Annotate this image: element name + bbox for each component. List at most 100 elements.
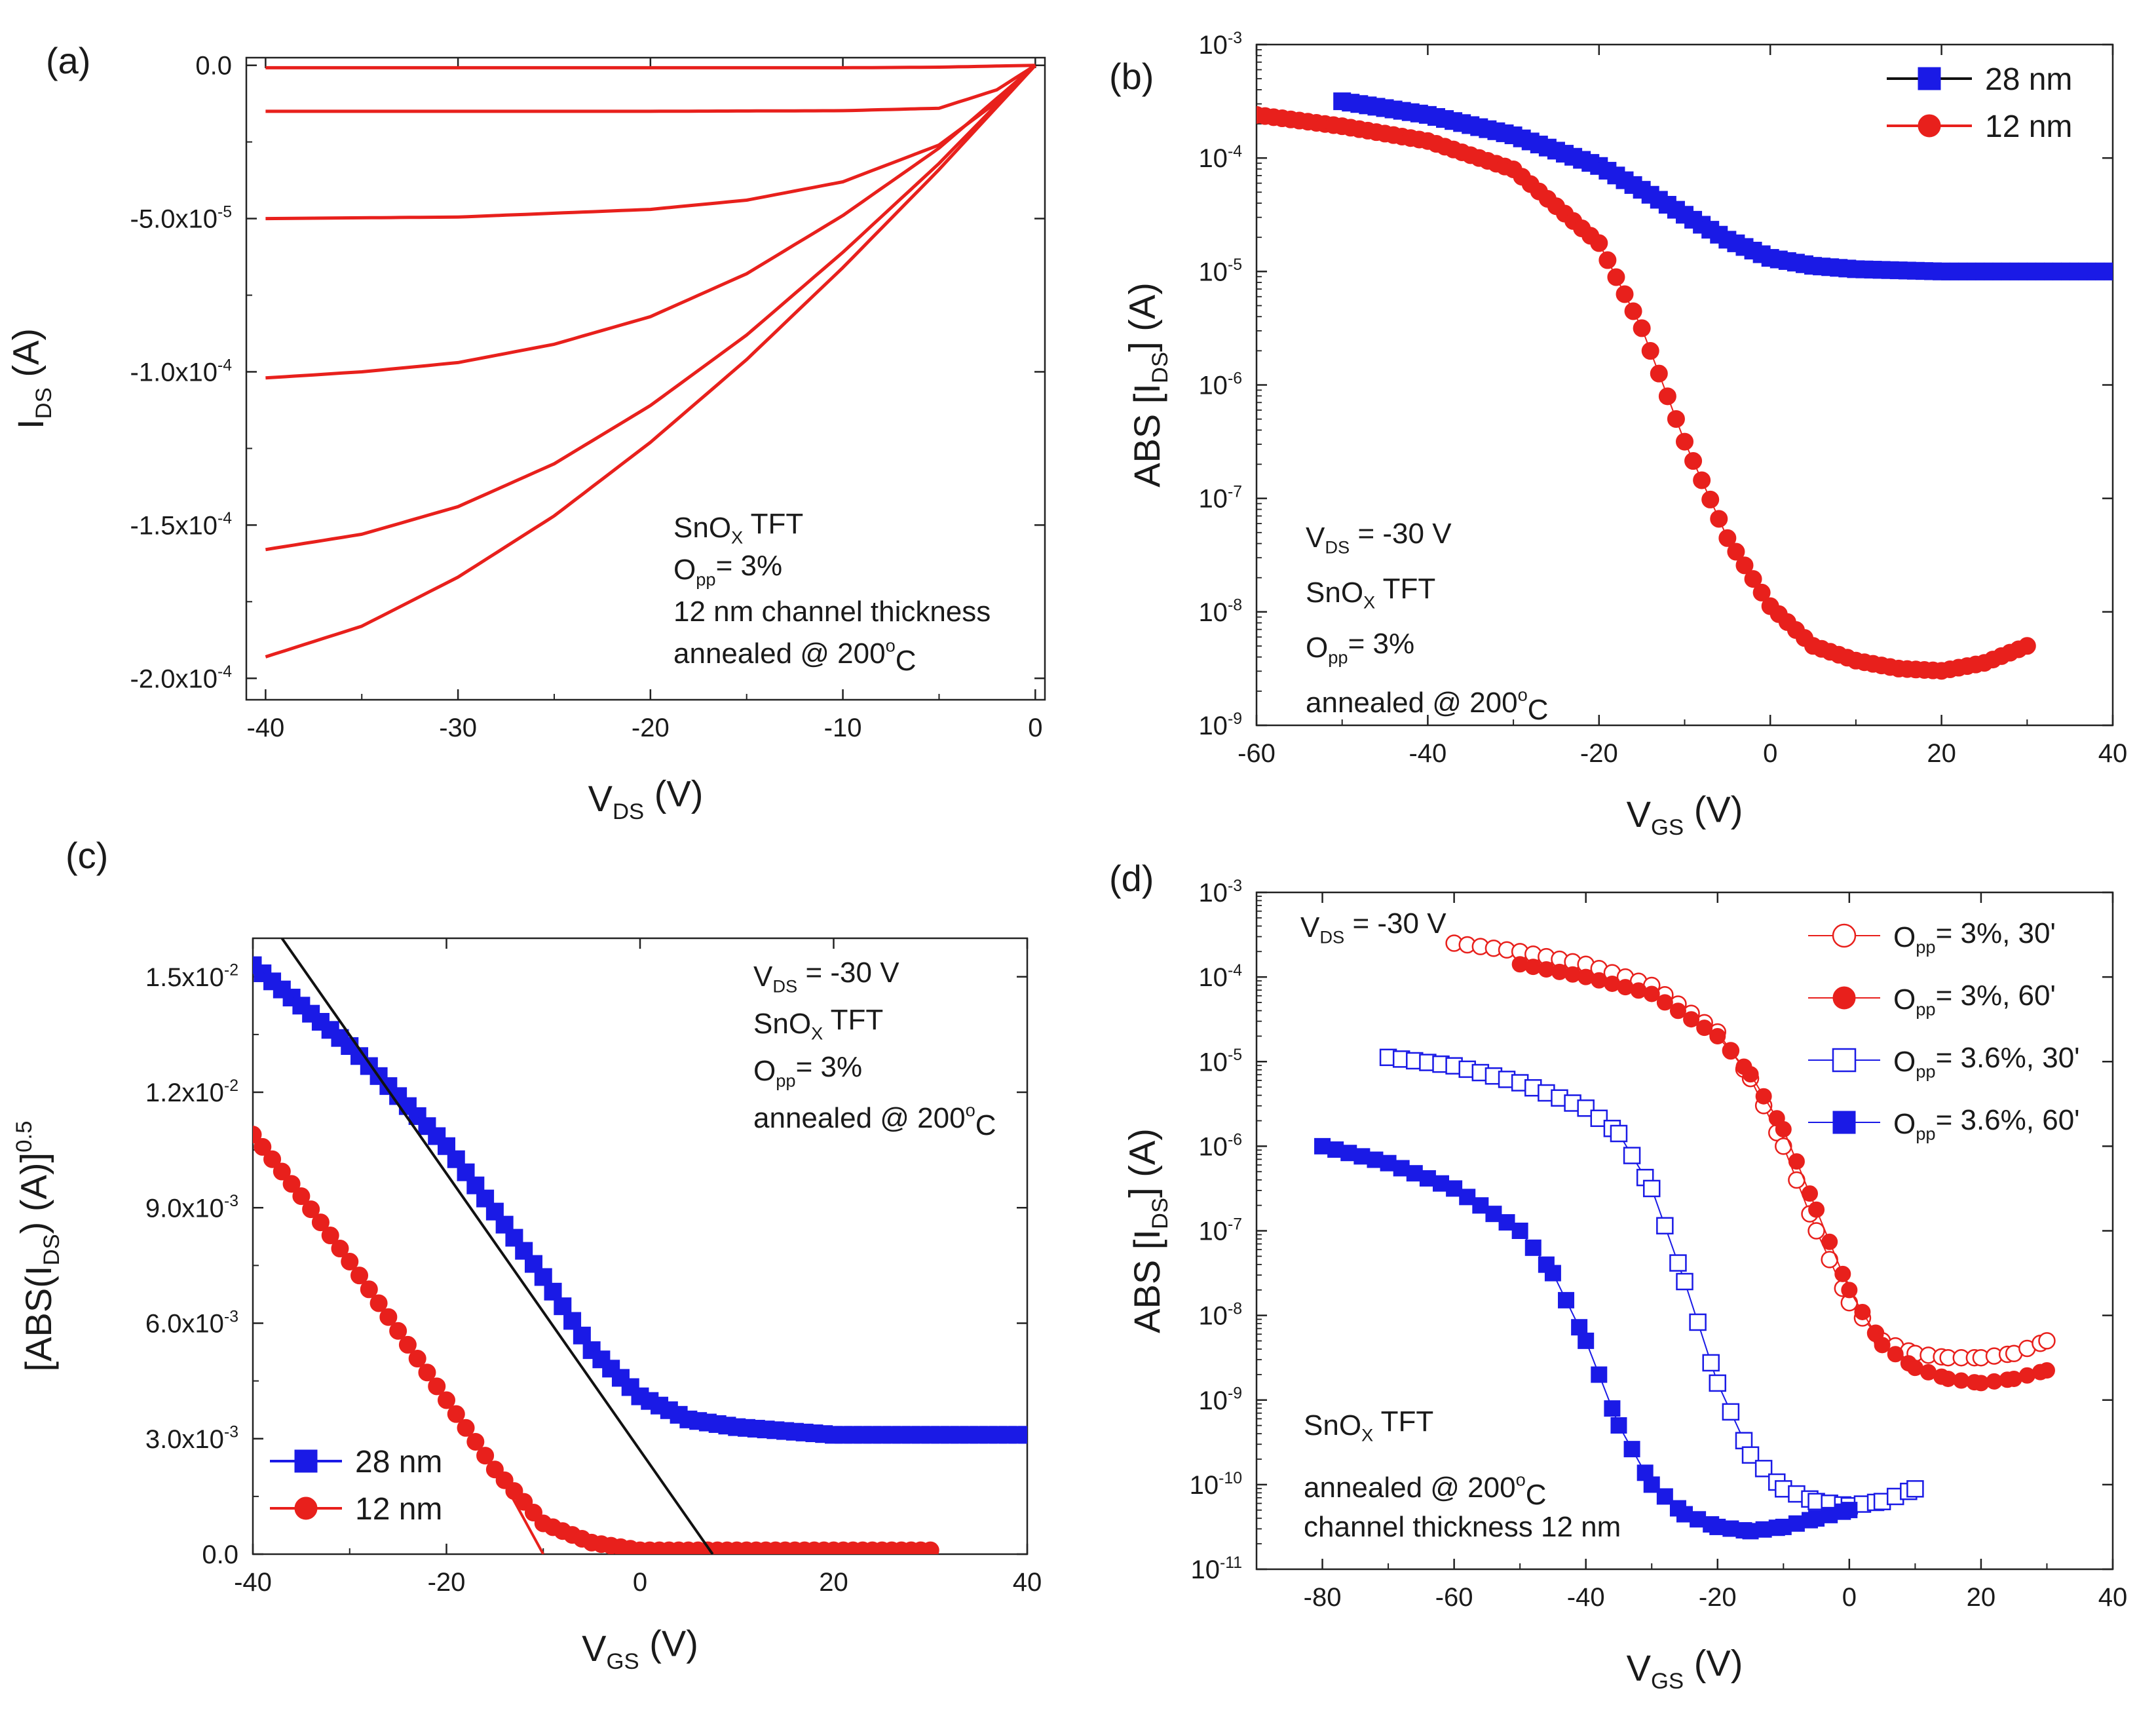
- data-point-1: [398, 1335, 417, 1354]
- legend-marker-1: [1832, 986, 1856, 1010]
- data-point-1: [1643, 985, 1660, 1002]
- legend-label-1-part: = 3%, 60': [1936, 980, 2056, 1012]
- data-point-1: [1735, 556, 1754, 575]
- y-axis-title-part: ABS [I: [1126, 383, 1167, 487]
- data-point-1: [1710, 510, 1728, 528]
- y-tick-label-part: -3: [224, 1424, 238, 1441]
- y-tick-label: -5.0x10-5: [130, 203, 232, 233]
- data-point-1: [1701, 490, 1720, 508]
- data-point-1: [2038, 1362, 2055, 1379]
- annotation-2-part: O: [1306, 632, 1328, 664]
- annotation-1: SnOX TFT: [753, 1004, 883, 1043]
- data-point-1: [360, 1280, 378, 1299]
- annotation-3-part: annealed @ 200: [1306, 687, 1518, 719]
- y-axis-title-part: [ABS(I: [18, 1266, 59, 1372]
- annotation-0-part: X: [731, 527, 743, 548]
- y-axis-title-part: DS: [1148, 352, 1173, 383]
- x-axis-title-part: GS: [606, 1649, 639, 1674]
- x-tick-label: -20: [1580, 739, 1618, 768]
- annotation-3-part: annealed @ 200: [673, 638, 886, 670]
- data-point-1: [1667, 410, 1685, 428]
- data-point-1: [379, 1308, 398, 1326]
- x-tick-label: -20: [1699, 1583, 1737, 1612]
- data-point-1: [418, 1363, 436, 1382]
- data-point-1: [1616, 285, 1634, 303]
- data-point-3: [1610, 1417, 1627, 1434]
- legend-label-0-part: 28 nm: [355, 1445, 442, 1479]
- y-tick-label-part: -2: [224, 962, 238, 980]
- y-axis-title-part: (A): [5, 328, 47, 387]
- data-point-1: [1808, 1201, 1825, 1218]
- y-tick-label-part: 10: [1198, 31, 1228, 60]
- annotation-0-part: = -30 V: [1344, 907, 1447, 940]
- annotation-1-part: SnO: [1306, 577, 1363, 609]
- x-tick-label: -20: [632, 714, 670, 742]
- series-line-1: [1520, 963, 2047, 1384]
- y-axis-title-part: ABS [I: [1126, 1229, 1167, 1333]
- data-point-1: [1650, 364, 1668, 383]
- data-point-1: [1598, 251, 1617, 269]
- x-axis-title: VGS (V): [1627, 1643, 1743, 1694]
- legend-label-1-part: pp: [1916, 999, 1935, 1020]
- annotation-2: 12 nm channel thickness: [673, 596, 991, 628]
- y-axis-title: [ABS(IDS) (A)]0.5: [12, 1121, 64, 1372]
- annotation-1-part: X: [811, 1023, 823, 1044]
- panel-label: (a): [46, 40, 90, 81]
- legend-label-0: 28 nm: [1985, 62, 2072, 97]
- data-point-1: [350, 1267, 369, 1285]
- series-line-5: [265, 64, 1037, 658]
- data-point-0: [563, 1312, 582, 1330]
- y-tick-label-part: 10: [1198, 1132, 1228, 1161]
- x-tick-label: -30: [439, 714, 477, 742]
- y-tick-label-part: -3: [224, 1308, 238, 1325]
- data-point-2: [1669, 1254, 1687, 1272]
- y-tick-label-part: 1.2x10: [145, 1078, 224, 1107]
- y-tick-label-part: 6.0x10: [145, 1310, 224, 1339]
- data-point-1: [1775, 1121, 1792, 1138]
- y-tick-label-part: 10: [1198, 712, 1228, 740]
- data-point-2: [1642, 1179, 1661, 1198]
- panel-label: (b): [1109, 56, 1154, 97]
- data-point-1: [1821, 1233, 1838, 1250]
- annotation-0-part: = -30 V: [797, 957, 899, 989]
- annotation-0-part: DS: [772, 976, 797, 997]
- x-axis-title-part: (V): [1684, 1643, 1743, 1684]
- data-point-1: [2018, 637, 2036, 655]
- data-point-1: [1656, 994, 1673, 1011]
- data-point-1: [1752, 583, 1771, 601]
- x-axis-title-part: DS: [613, 799, 644, 824]
- legend-marker-2: [1832, 1048, 1857, 1073]
- legend-label-3: Opp= 3.6%, 60': [1893, 1104, 2080, 1143]
- x-tick-label: -40: [1567, 1583, 1605, 1612]
- y-tick-label-part: -9: [1228, 1385, 1242, 1403]
- x-tick-label: 0: [1842, 1583, 1857, 1612]
- annotation-2-part: = 3%: [1348, 628, 1415, 660]
- annotation-0-part: = -30 V: [1350, 518, 1452, 550]
- data-point-1: [1727, 543, 1745, 561]
- annotation-1-part: TFT: [823, 1004, 883, 1036]
- y-tick-label-part: -11: [1220, 1554, 1242, 1572]
- y-tick-label: 10-7: [1198, 484, 1242, 514]
- data-point-1: [1607, 268, 1625, 286]
- y-tick-label-part: -2.0x10: [130, 664, 217, 693]
- y-tick-label-part: 10: [1198, 1386, 1228, 1415]
- annotation-1-part: X: [1363, 592, 1375, 613]
- legend-label-0-part: 28 nm: [1985, 62, 2072, 97]
- data-point-0: [1775, 1137, 1792, 1155]
- legend-label-2: Opp= 3.6%, 30': [1893, 1042, 2080, 1081]
- y-tick-label: 10-3: [1198, 29, 1242, 60]
- y-tick-label: 10-3: [1198, 877, 1242, 907]
- y-tick-label-part: 10: [1198, 257, 1228, 286]
- data-point-1: [254, 1137, 272, 1156]
- data-point-1: [1802, 1185, 1819, 1202]
- y-tick-label-part: 3.0x10: [145, 1425, 224, 1454]
- annotation-2: Opp= 3%: [1306, 628, 1414, 667]
- annotation-0-part: SnO: [673, 512, 731, 544]
- y-axis-title-part: ] (A): [1122, 1128, 1163, 1198]
- annotation-1-part: pp: [696, 569, 715, 590]
- y-tick-label-part: -4: [1228, 962, 1242, 980]
- x-tick-label: 0: [1763, 739, 1777, 768]
- y-tick-label-part: -6: [1228, 370, 1242, 387]
- data-point-1: [1841, 1282, 1858, 1299]
